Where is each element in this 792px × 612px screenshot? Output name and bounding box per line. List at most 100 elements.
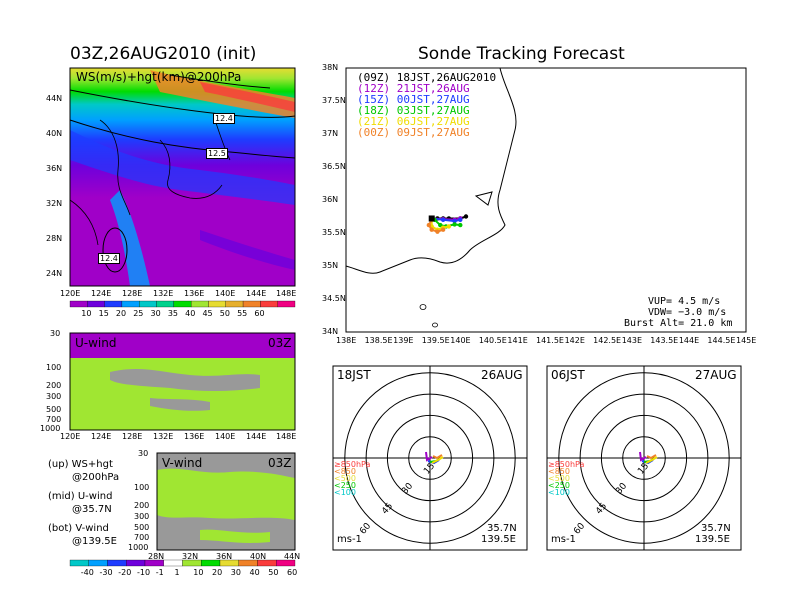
track-lat-tick: 36N (322, 195, 339, 204)
ws-colorbar-label: 60 (254, 309, 265, 318)
ws-colorbar-swatch (87, 300, 105, 308)
uv-colorbar-label: -30 (99, 568, 113, 577)
legend-mid: (mid) U-wind (48, 491, 113, 502)
track-lon-tick: 142E (564, 336, 585, 345)
v-p-tick: 500 (134, 523, 150, 532)
hodo-right-lat: 35.7N (701, 523, 731, 534)
vup-readout: VUP= 4.5 m/s (648, 296, 721, 307)
track-map (345, 67, 747, 333)
track-lon-tick: 141.5E (536, 336, 564, 345)
uv-colorbar-swatch (69, 559, 89, 567)
v-lat-tick: 28N (148, 552, 165, 561)
ws-colorbar-swatch (225, 300, 244, 308)
ws-colorbar-swatch (156, 300, 174, 308)
ws-lat-tick: 28N (46, 234, 63, 243)
uv-colorbar-swatch (88, 559, 108, 567)
pressure-legend-label: <500 (548, 474, 570, 483)
ws-colorbar-swatch (277, 300, 296, 308)
ws-colorbar-swatch (173, 300, 192, 308)
u-lon-tick: 144E (246, 432, 267, 441)
u-lon-tick: 132E (153, 432, 174, 441)
ws-colorbar-label: 45 (202, 309, 213, 318)
pressure-legend-label: <850 (334, 467, 356, 476)
ws-colorbar-label: 15 (98, 309, 109, 318)
legend-bot: (bot) V-wind (48, 523, 109, 534)
track-legend-row: (15Z) 00JST,27AUG (357, 94, 496, 105)
track-legend-time: 03JST,27AUG (396, 104, 470, 117)
ws-lat-tick: 40N (46, 129, 63, 138)
uv-colorbar-swatch (276, 559, 296, 567)
u-p-tick: 200 (46, 381, 62, 390)
track-point (438, 222, 443, 228)
uv-colorbar-label: 20 (212, 568, 223, 577)
uv-colorbar-label: 10 (193, 568, 204, 577)
hodograph-trace (646, 454, 657, 460)
track-point (440, 227, 446, 232)
contour-label: 12.4 (98, 253, 120, 264)
u-p-tick: 1000 (40, 424, 61, 433)
uv-colorbar-label: 40 (249, 568, 260, 577)
track-lon-tick: 138E (336, 336, 357, 345)
uv-colorbar-label: -10 (137, 568, 151, 577)
track-lat-tick: 34N (322, 327, 339, 336)
legend-mid-level: @35.7N (72, 504, 112, 515)
track-point (446, 224, 452, 229)
v-lat-tick: 44N (284, 552, 301, 561)
track-legend-code: (15Z) (357, 93, 397, 106)
ws-colorbar-label: 20 (115, 309, 127, 318)
ws-lon-tick: 132E (153, 289, 174, 298)
v-p-tick: 200 (134, 501, 150, 510)
track-point (452, 218, 457, 224)
track-lon-tick: 141E (507, 336, 528, 345)
hodo-left-lon: 139.5E (481, 534, 516, 545)
u-p-tick: 500 (46, 405, 62, 414)
track-legend-time: 06JST,27AUG (396, 115, 470, 128)
track-legend-time: 21JST,26AUG (396, 82, 470, 95)
track-point (435, 229, 440, 234)
track-legend-code: (12Z) (357, 82, 397, 95)
u-p-tick: 300 (46, 392, 62, 401)
ws-colorbar-swatch (260, 300, 278, 308)
ws-lon-tick: 136E (184, 289, 205, 298)
ws-colorbar-swatch (208, 300, 226, 308)
track-lat-tick: 37.5N (322, 96, 346, 105)
track-lon-tick: 145E (736, 336, 757, 345)
uv-colorbar-label: 60 (287, 568, 298, 577)
pressure-legend-label: <100 (548, 488, 570, 497)
hodo-right-date: 27AUG (695, 368, 737, 382)
track-legend-row: (18Z) 03JST,27AUG (357, 105, 496, 116)
track-legend-row: (00Z) 09JST,27AUG (357, 127, 496, 138)
legend-up: (up) WS+hgt (48, 459, 113, 470)
pressure-legend-label: <250 (548, 481, 570, 490)
hodograph-trace (425, 451, 433, 462)
v-wind-panel (156, 452, 296, 551)
ws-colorbar-swatch (121, 300, 140, 308)
u-lon-tick: 148E (276, 432, 297, 441)
u-wind-panel (69, 332, 296, 431)
track-legend-code: (09Z) (357, 71, 397, 84)
track-lat-tick: 35N (322, 261, 339, 270)
pressure-legend-label: ≥850hPa (334, 460, 371, 469)
hodo-right-lon: 139.5E (695, 534, 730, 545)
u-p-tick: 700 (46, 415, 62, 424)
contour-label: 12.5 (206, 148, 228, 159)
uv-colorbar-label: 30 (230, 568, 241, 577)
ws-colorbar-swatch (104, 300, 123, 308)
u-lon-tick: 136E (184, 432, 205, 441)
uv-colorbar-swatch (163, 559, 183, 567)
hodograph-trace (432, 454, 443, 460)
track-point (458, 222, 463, 228)
legend-bot-level: @139.5E (72, 536, 117, 547)
v-p-tick: 1000 (128, 543, 149, 552)
hodograph-left (332, 365, 528, 551)
ws-lon-tick: 148E (276, 289, 297, 298)
track-lon-tick: 144.5E (707, 336, 736, 345)
burst-alt-readout: Burst Alt= 21.0 km (624, 318, 733, 329)
u-lon-tick: 120E (60, 432, 81, 441)
track-legend-code: (00Z) (357, 126, 397, 139)
track-lon-tick: 139.5E (421, 336, 450, 345)
uv-colorbar (69, 559, 296, 567)
ws-colorbar-label: 30 (150, 309, 161, 318)
ws-colorbar-swatch (139, 300, 157, 308)
ws-colorbar-label: 25 (133, 309, 144, 318)
